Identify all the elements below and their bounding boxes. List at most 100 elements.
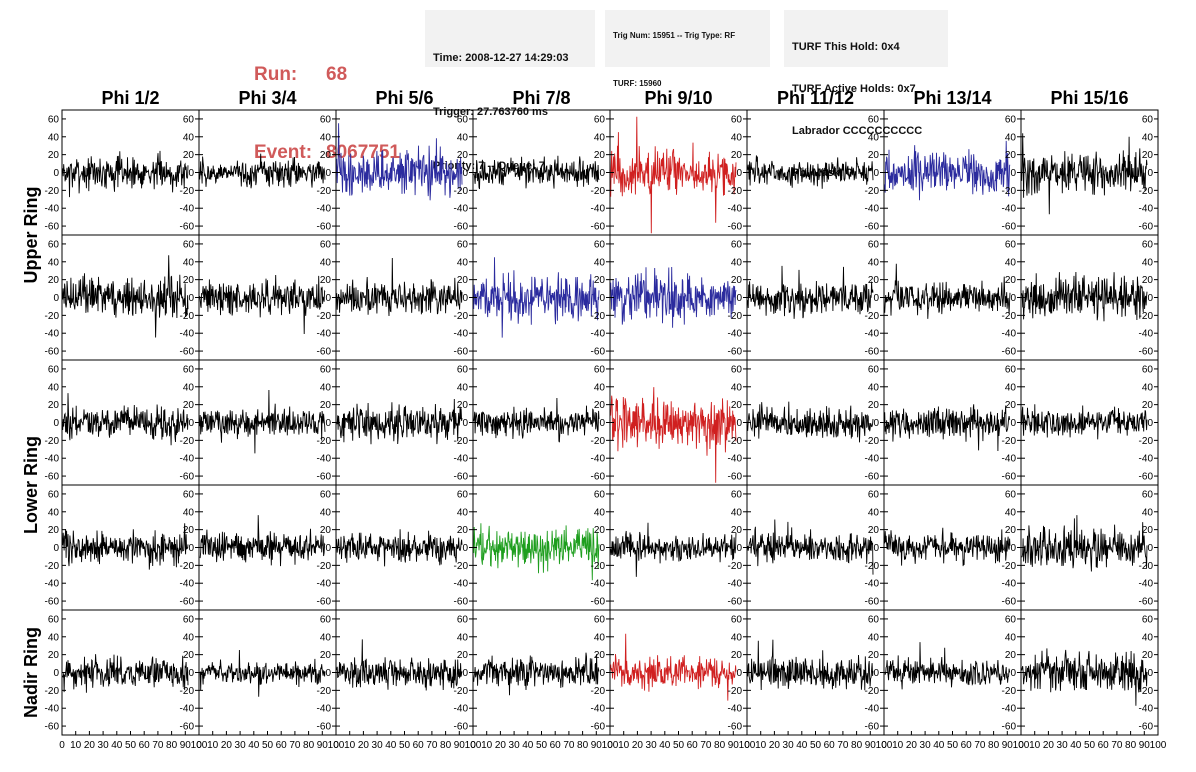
waveform-panel: -60 -40 -20 0 20 40 60 [746, 359, 885, 486]
y-tick-label: 60 [320, 239, 332, 250]
y-tick-label: -20 [591, 311, 606, 322]
run-value: 68 [326, 64, 348, 85]
y-tick-label: -60 [865, 222, 880, 233]
column-header-7: Phi 13/14 [913, 88, 991, 108]
x-tick-label: 70 [1111, 740, 1123, 751]
y-tick-label: 40 [1142, 382, 1154, 393]
y-tick-label: -40 [180, 704, 195, 715]
waveform-trace [473, 155, 600, 190]
x-tick-label: 0 [59, 740, 65, 751]
waveform-trace [336, 529, 463, 567]
y-tick-label: 0 [325, 168, 331, 179]
y-tick-label: -40 [1002, 454, 1017, 465]
waveform-trace [884, 527, 1011, 567]
x-tick-label: 30 [509, 740, 521, 751]
y-tick-label: 60 [48, 614, 60, 625]
y-tick-label: -60 [865, 347, 880, 358]
y-tick-label: 40 [457, 507, 469, 518]
y-tick-label: -40 [317, 454, 332, 465]
y-tick-label: 40 [1005, 507, 1017, 518]
x-tick-label: 100 [876, 740, 893, 751]
y-tick-label: -40 [865, 704, 880, 715]
column-header-5: Phi 9/10 [644, 88, 712, 108]
y-tick-label: 40 [1005, 132, 1017, 143]
y-tick-label: -60 [1002, 597, 1017, 608]
y-tick-label: 20 [1142, 400, 1154, 411]
y-tick-label: 40 [868, 507, 880, 518]
y-tick-label: -40 [45, 204, 60, 215]
y-tick-label: 0 [462, 668, 468, 679]
x-tick-label: 10 [1029, 740, 1041, 751]
y-tick-label: 20 [1005, 150, 1017, 161]
y-tick-label: 20 [868, 150, 880, 161]
panel-frame [198, 234, 337, 361]
y-tick-label: 60 [1142, 489, 1154, 500]
y-tick-label: 40 [1142, 632, 1154, 643]
y-tick-label: -20 [454, 186, 469, 197]
waveform-panel: -60 -40 -20 0 20 40 60 [335, 109, 474, 236]
y-tick-label: 0 [188, 543, 194, 554]
y-tick-label: -40 [865, 579, 880, 590]
waveform-panel: -60 -40 -20 0 20 40 60 [1020, 234, 1159, 361]
y-tick-label: 20 [48, 400, 60, 411]
waveform-trace [747, 401, 874, 443]
x-tick-label: 20 [84, 740, 96, 751]
y-tick-label: 60 [594, 364, 606, 375]
y-tick-label: 20 [48, 650, 60, 661]
y-tick-label: 60 [48, 489, 60, 500]
turf-info-box: TURF This Hold: 0x4 TURF Active Holds: 0… [784, 10, 948, 179]
y-tick-label: 20 [183, 150, 195, 161]
y-tick-label: -60 [317, 597, 332, 608]
y-tick-label: 20 [457, 150, 469, 161]
x-tick-label: 60 [687, 740, 699, 751]
waveform-panel: -60 -40 -20 0 20 40 60 [746, 234, 885, 361]
y-tick-label: 40 [457, 132, 469, 143]
x-tick-label: 20 [1043, 740, 1055, 751]
y-tick-label: 20 [320, 525, 332, 536]
trigger-text: Trigger: 27.763760 ms [433, 106, 548, 118]
y-tick-label: -60 [454, 222, 469, 233]
y-tick-label: 60 [731, 364, 743, 375]
y-tick-label: -40 [1139, 329, 1154, 340]
y-tick-label: 0 [462, 168, 468, 179]
y-tick-label: 20 [320, 650, 332, 661]
y-tick-label: 0 [1147, 668, 1153, 679]
y-tick-label: -20 [1139, 436, 1154, 447]
column-header-3: Phi 5/6 [375, 88, 433, 108]
waveform-trace [1021, 515, 1148, 572]
x-tick-label: 80 [851, 740, 863, 751]
y-tick-label: 20 [1142, 275, 1154, 286]
y-tick-label: 20 [731, 150, 743, 161]
y-tick-label: 20 [731, 525, 743, 536]
y-tick-label: 0 [599, 168, 605, 179]
waveform-trace [473, 257, 600, 338]
y-tick-label: 0 [53, 418, 59, 429]
x-tick-label: 10 [344, 740, 356, 751]
y-tick-label: -40 [728, 454, 743, 465]
y-tick-label: 40 [183, 632, 195, 643]
y-tick-label: 40 [48, 257, 60, 268]
column-header-8: Phi 15/16 [1050, 88, 1128, 108]
waveform-panel: -60 -40 -20 0 20 40 60 [472, 109, 611, 236]
x-tick-label: 60 [139, 740, 151, 751]
y-tick-label: -20 [1002, 186, 1017, 197]
x-tick-label: 60 [1098, 740, 1110, 751]
y-tick-label: 20 [1005, 525, 1017, 536]
waveform-panel: -60 -40 -20 0 20 40 60 [609, 109, 748, 236]
y-tick-label: 0 [599, 543, 605, 554]
y-tick-label: 0 [873, 168, 879, 179]
y-tick-label: -20 [180, 186, 195, 197]
y-tick-label: 20 [320, 150, 332, 161]
y-tick-label: 0 [736, 293, 742, 304]
waveform-trace [199, 153, 326, 189]
waveform-panel: -60 -60 -40 -40 -20 -20 0 0 20 20 40 40 60 60 [45, 234, 200, 361]
x-tick-label: 10 [892, 740, 904, 751]
y-tick-label: -20 [728, 436, 743, 447]
x-tick-label: 20 [632, 740, 644, 751]
x-tick-label: 30 [235, 740, 247, 751]
waveform-trace [610, 266, 737, 328]
